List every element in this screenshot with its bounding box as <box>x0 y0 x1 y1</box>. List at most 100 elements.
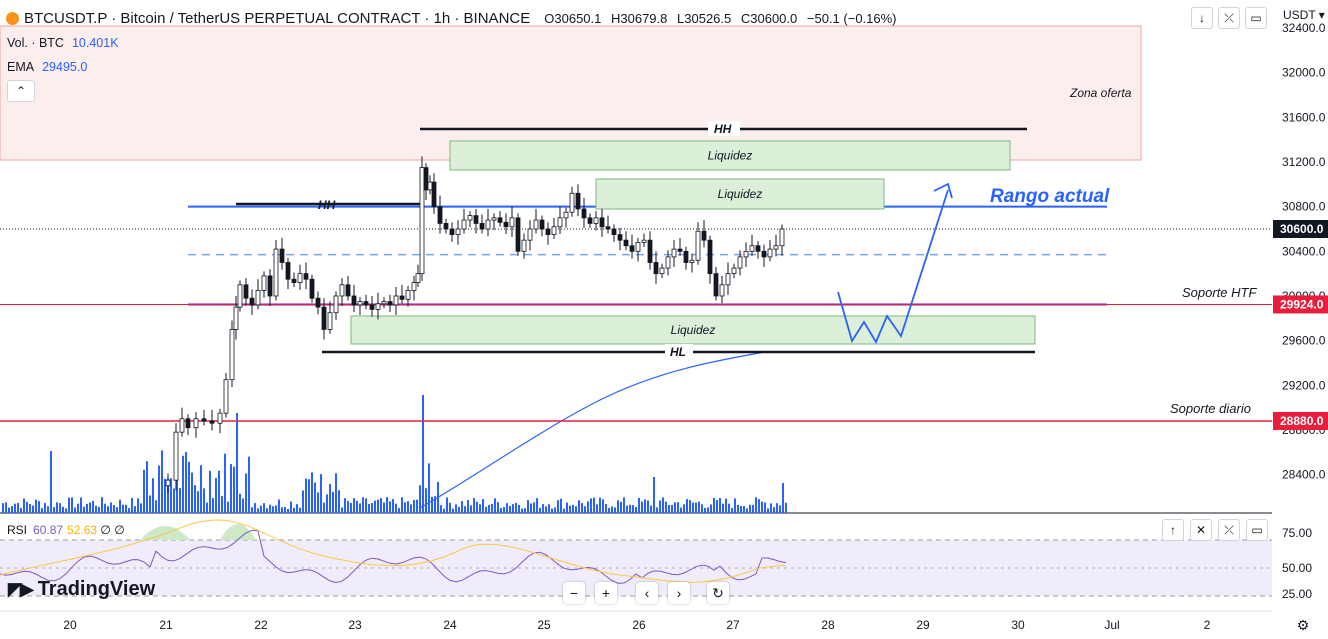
candle-body <box>419 167 425 275</box>
volume-bar <box>98 506 100 513</box>
candle-body <box>551 226 557 235</box>
volume-bar <box>416 499 418 513</box>
close-pane-button[interactable]: ✕ <box>1190 519 1212 541</box>
volume-bar <box>266 508 268 513</box>
volume-bar <box>533 502 535 513</box>
volume-bar <box>746 508 748 513</box>
candle-body <box>351 295 357 306</box>
candle-body <box>437 206 443 224</box>
candle-body <box>623 239 629 247</box>
candle-body <box>261 275 267 291</box>
volume-bar <box>728 503 730 513</box>
soporte-htf-label: Soporte HTF <box>1182 285 1257 300</box>
time-tick-label: 28 <box>821 618 835 632</box>
maximize-pane-button[interactable]: ▭ <box>1245 7 1267 29</box>
zoom-in-button[interactable]: + <box>595 582 617 604</box>
maximize-rsi-button[interactable]: ▭ <box>1246 519 1268 541</box>
candle-body <box>587 217 593 224</box>
volume-bar <box>47 506 49 513</box>
volume-bar <box>179 488 181 513</box>
volume-bar <box>440 505 442 513</box>
volume-indicator[interactable]: Vol. · BTC 10.401K <box>7 36 119 50</box>
volume-bar <box>473 498 475 513</box>
volume-bar <box>275 505 277 513</box>
volume-bar <box>35 499 37 513</box>
candle-body <box>449 228 455 235</box>
volume-bar <box>356 500 358 513</box>
volume-bar <box>341 507 343 513</box>
move-down-button[interactable]: ↓ <box>1191 7 1213 29</box>
volume-bar <box>737 504 739 513</box>
volume-bar <box>563 508 565 513</box>
volume-bar <box>101 497 103 513</box>
volume-bar <box>299 507 301 513</box>
projection-path <box>837 189 949 344</box>
collapse-pane-button[interactable]: ⤫ <box>1218 7 1240 29</box>
volume-bar <box>143 469 145 513</box>
candle-body <box>375 303 381 310</box>
move-up-button[interactable]: ↑ <box>1162 519 1184 541</box>
volume-bar <box>494 498 496 513</box>
volume-bar <box>131 497 133 513</box>
volume-bar <box>287 508 289 513</box>
reset-chart-button[interactable]: ↻ <box>707 582 729 604</box>
volume-bar <box>725 498 727 513</box>
volume-bar <box>155 500 157 513</box>
volume-bar <box>17 502 19 513</box>
volume-bar <box>395 503 397 513</box>
volume-bar <box>284 507 286 513</box>
volume-bar <box>428 463 430 513</box>
collapse-legend-button[interactable]: ⌃ <box>7 80 35 102</box>
volume-bar <box>14 503 16 513</box>
volume-bar <box>152 478 154 513</box>
price-tick-label: 31200.0 <box>1282 155 1326 169</box>
volume-bar <box>773 507 775 513</box>
soporte-diario-label: Soporte diario <box>1170 401 1251 416</box>
volume-bar <box>716 499 718 513</box>
scroll-left-button[interactable]: ‹ <box>636 582 658 604</box>
collapse-rsi-button[interactable]: ⤫ <box>1218 519 1240 541</box>
candle-body <box>545 228 551 235</box>
volume-bar <box>221 496 223 513</box>
candles <box>165 156 785 493</box>
zoom-out-button[interactable]: − <box>563 582 585 604</box>
rsi-legend[interactable]: RSI 60.87 52.63 ∅ ∅ <box>7 523 125 537</box>
candle-body <box>249 297 255 306</box>
candle-body <box>291 278 297 283</box>
volume-bar <box>668 504 670 513</box>
candle-body <box>533 219 539 230</box>
volume-bar <box>662 497 664 513</box>
volume-bar <box>95 505 97 513</box>
volume-bar <box>602 499 604 513</box>
volume-bar <box>305 478 307 513</box>
ema-indicator[interactable]: EMA 29495.0 <box>7 60 88 74</box>
volume-bar <box>659 500 661 513</box>
volume-bar <box>236 413 238 513</box>
currency-selector[interactable]: USDT ▾ <box>1283 8 1325 22</box>
candle-body <box>767 248 773 258</box>
volume-bar <box>119 499 121 513</box>
volume-bar <box>770 503 772 513</box>
volume-bar <box>407 501 409 513</box>
time-tick-label: 29 <box>916 618 930 632</box>
volume-bar <box>707 507 709 513</box>
volume-bar <box>20 508 22 513</box>
volume-bar <box>710 504 712 513</box>
volume-bar <box>671 504 673 513</box>
volume-bar <box>80 497 82 513</box>
volume-bar <box>572 504 574 513</box>
price-tick-label: 30800.0 <box>1282 200 1326 214</box>
volume-bar <box>122 504 124 513</box>
symbol-title[interactable]: BTCUSDT.P · Bitcoin / TetherUS PERPETUAL… <box>24 9 531 27</box>
candle-body <box>285 262 291 280</box>
volume-bar <box>383 502 385 513</box>
volume-bar <box>632 505 634 513</box>
candle-body <box>473 215 479 224</box>
tradingview-logo-icon: ◤▶ <box>8 579 34 599</box>
volume-bar <box>656 507 658 513</box>
arrow-up-icon: ↑ <box>1170 523 1176 537</box>
close-icon: ✕ <box>1195 523 1207 537</box>
volume-bar <box>74 507 76 513</box>
scroll-right-button[interactable]: › <box>668 582 690 604</box>
